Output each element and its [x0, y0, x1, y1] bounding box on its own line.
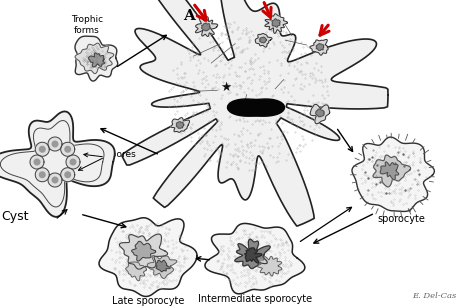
- Polygon shape: [30, 155, 44, 169]
- Polygon shape: [65, 146, 71, 152]
- Text: Trophic
forms: Trophic forms: [71, 15, 103, 35]
- Polygon shape: [205, 223, 305, 294]
- Polygon shape: [61, 142, 75, 156]
- Polygon shape: [126, 262, 146, 281]
- Polygon shape: [132, 241, 155, 261]
- Polygon shape: [39, 146, 45, 152]
- Text: Spores: Spores: [105, 150, 136, 159]
- Polygon shape: [352, 137, 434, 212]
- Text: Cyst: Cyst: [1, 210, 29, 223]
- Polygon shape: [258, 256, 282, 276]
- Polygon shape: [35, 142, 49, 156]
- Text: ★: ★: [220, 80, 232, 94]
- Polygon shape: [228, 99, 284, 116]
- Polygon shape: [75, 43, 114, 74]
- Polygon shape: [52, 141, 58, 147]
- Polygon shape: [310, 104, 330, 124]
- Polygon shape: [156, 260, 170, 272]
- Polygon shape: [99, 218, 197, 297]
- Polygon shape: [66, 155, 80, 169]
- Polygon shape: [176, 122, 184, 128]
- Polygon shape: [316, 44, 324, 50]
- Polygon shape: [122, 0, 388, 226]
- Polygon shape: [75, 36, 118, 81]
- Polygon shape: [39, 172, 45, 177]
- Polygon shape: [310, 40, 328, 55]
- Polygon shape: [171, 118, 190, 132]
- Polygon shape: [147, 256, 177, 278]
- Polygon shape: [316, 109, 324, 117]
- Polygon shape: [272, 19, 280, 27]
- Polygon shape: [245, 248, 262, 263]
- Text: E. Del-Cas: E. Del-Cas: [412, 292, 456, 300]
- Polygon shape: [70, 159, 76, 165]
- Polygon shape: [61, 168, 75, 182]
- Polygon shape: [65, 172, 71, 177]
- Polygon shape: [48, 137, 62, 151]
- Polygon shape: [48, 173, 62, 187]
- Polygon shape: [265, 14, 287, 33]
- Polygon shape: [119, 234, 168, 269]
- Polygon shape: [255, 33, 272, 47]
- Polygon shape: [34, 159, 40, 165]
- Polygon shape: [89, 53, 104, 67]
- Text: Early
sporocyte: Early sporocyte: [377, 202, 425, 224]
- Polygon shape: [201, 23, 210, 31]
- Polygon shape: [0, 111, 115, 217]
- Polygon shape: [373, 155, 410, 187]
- Polygon shape: [195, 17, 218, 37]
- Polygon shape: [260, 37, 266, 43]
- Polygon shape: [235, 239, 270, 269]
- Text: Intermediate sporocyte: Intermediate sporocyte: [198, 294, 312, 304]
- Polygon shape: [52, 177, 58, 183]
- Polygon shape: [380, 162, 399, 180]
- Text: A: A: [183, 9, 195, 23]
- Polygon shape: [35, 168, 49, 182]
- Text: Late sporocyte: Late sporocyte: [112, 296, 184, 306]
